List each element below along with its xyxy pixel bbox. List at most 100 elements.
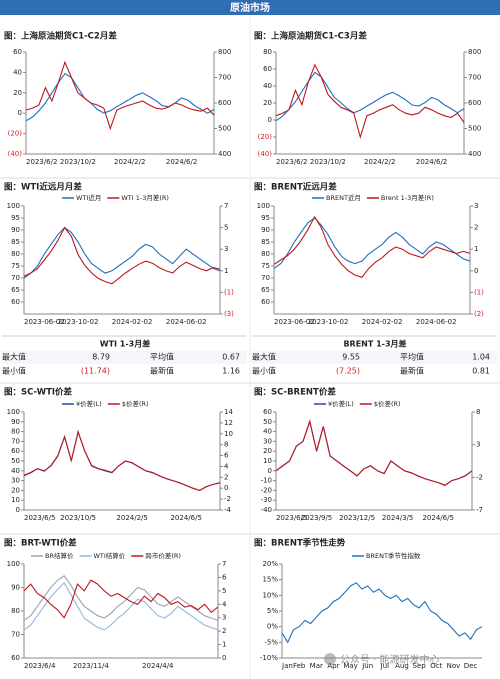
y2-tick-label: 6 — [224, 452, 229, 460]
y-tick-label: -40 — [261, 506, 272, 514]
x-tick-label: Jun — [361, 662, 373, 670]
y2-tick-label: 12 — [224, 419, 233, 427]
y2-tick-label: 4 — [224, 462, 229, 470]
table-cell: 最大值 — [2, 352, 26, 362]
x-tick-label: 2023/10/2 — [60, 158, 96, 166]
y2-tick-label: 500 — [468, 125, 481, 133]
series-line — [23, 226, 221, 279]
x-tick-label: May — [343, 662, 357, 670]
x-tick-label: 2023-06-02 — [24, 318, 65, 326]
y-tick-label: 50 — [263, 418, 272, 426]
y-tick-label: 85 — [11, 238, 20, 246]
y2-tick-label: 500 — [218, 125, 231, 133]
y-tick-label: 90 — [11, 418, 20, 426]
y-tick-label: 75 — [11, 262, 20, 270]
x-tick-label: Jul — [380, 662, 390, 670]
y2-tick-label: -2 — [476, 473, 483, 481]
y-tick-label: 80 — [11, 607, 20, 615]
x-tick-label: 2024-06-02 — [166, 318, 207, 326]
table-cell: (7.25) — [336, 367, 360, 376]
x-tick-label: 2024/4/4 — [142, 662, 174, 670]
series-line — [23, 430, 221, 491]
table-cell: 1.04 — [472, 353, 490, 362]
table-cell: 9.55 — [342, 353, 360, 362]
x-tick-label: Jan — [281, 662, 293, 670]
y-tick-label: 60 — [11, 654, 20, 662]
x-tick-label: Dec — [464, 662, 478, 670]
legend-label: 跨市价差(R) — [145, 551, 181, 560]
y-tick-label: 15% — [262, 576, 278, 584]
y-tick-label: 10 — [263, 457, 272, 465]
y2-tick-label: 1 — [474, 245, 478, 253]
y-tick-label: 80 — [263, 48, 272, 56]
y-tick-label: 70 — [11, 631, 20, 639]
chart-title: 图：SC-BRENT价差 — [254, 387, 336, 398]
x-tick-label: 2024/3/5 — [382, 514, 413, 522]
x-tick-label: 2023/11/4 — [73, 662, 109, 670]
x-tick-label: 2024/6/5 — [422, 514, 453, 522]
x-tick-label: 2024/2/2 — [114, 158, 145, 166]
table-cell: 8.79 — [92, 353, 110, 362]
x-tick-label: Feb — [293, 662, 306, 670]
y2-tick-label: -4 — [224, 506, 232, 514]
y-tick-label: 70 — [11, 437, 20, 445]
chart-title: 图：BRENT季节性走势 — [254, 538, 346, 549]
y-tick-label: 20 — [11, 486, 20, 494]
x-tick-label: 2023/6/2 — [276, 158, 307, 166]
y2-tick-label: 5 — [222, 587, 226, 595]
legend-label: WTI 1-3月差(R) — [121, 193, 169, 202]
y2-tick-label: 3 — [474, 202, 478, 210]
x-tick-label: Mar — [310, 662, 323, 670]
x-tick-label: 2023/10/2 — [310, 158, 346, 166]
legend-label: WTI近月 — [76, 193, 101, 202]
chart-title: 图：BRT-WTI价差 — [4, 538, 77, 549]
y2-tick-label: 14 — [224, 408, 233, 416]
x-tick-label: 2023/6/5 — [24, 514, 55, 522]
table-cell: 0.81 — [472, 367, 490, 376]
y-tick-label: 80 — [261, 250, 270, 258]
header-bar — [0, 0, 500, 15]
y-tick-label: 50 — [11, 457, 20, 465]
y-tick-label: 10 — [11, 496, 20, 504]
y2-tick-label: 8 — [476, 408, 480, 416]
table-row — [251, 351, 497, 364]
series-line — [275, 63, 465, 139]
y2-tick-label: 4 — [222, 600, 227, 608]
legend-label: BRENT近月 — [326, 193, 361, 202]
y2-tick-label: 700 — [218, 74, 231, 82]
table-cell: 最新值 — [150, 366, 174, 376]
table-cell: 0.67 — [222, 353, 240, 362]
table-row — [1, 351, 247, 364]
y2-tick-label: 700 — [468, 74, 481, 82]
y2-tick-label: 2 — [222, 627, 226, 635]
y-tick-label: 90 — [11, 226, 20, 234]
series-line — [275, 419, 473, 486]
table-title: BRENT 1-3月差 — [343, 339, 406, 349]
y-tick-label: 40 — [263, 428, 272, 436]
y2-tick-label: 0 — [222, 654, 226, 662]
y-tick-label: 95 — [261, 214, 270, 222]
y-tick-label: 100 — [7, 202, 20, 210]
watermark: 公众号 · 能源研发中心 — [340, 653, 440, 666]
y2-tick-label: 600 — [468, 99, 481, 107]
x-tick-label: 2023/6/2 — [26, 158, 57, 166]
y-tick-label: -10 — [261, 477, 272, 485]
x-tick-label: Sep — [413, 662, 427, 670]
table-cell: (11.74) — [81, 367, 110, 376]
y2-tick-label: 7 — [224, 202, 228, 210]
y2-tick-label: 6 — [222, 573, 227, 581]
y2-tick-label: (1) — [474, 288, 484, 296]
x-tick-label: 2024-06-02 — [416, 318, 457, 326]
y2-tick-label: 400 — [468, 150, 481, 158]
x-tick-label: 2023/10/5 — [60, 514, 96, 522]
y-tick-label: 60 — [261, 298, 270, 306]
y-tick-label: 90 — [11, 584, 20, 592]
y-tick-label: 0 — [16, 506, 20, 514]
y2-tick-label: 2 — [474, 224, 478, 232]
y2-tick-label: 1 — [224, 267, 228, 275]
series-line — [281, 582, 483, 644]
y-tick-label: 40 — [13, 68, 22, 76]
y-tick-label: 20 — [13, 89, 22, 97]
series-line — [23, 575, 219, 621]
x-tick-label: 2023/12/5 — [339, 514, 375, 522]
